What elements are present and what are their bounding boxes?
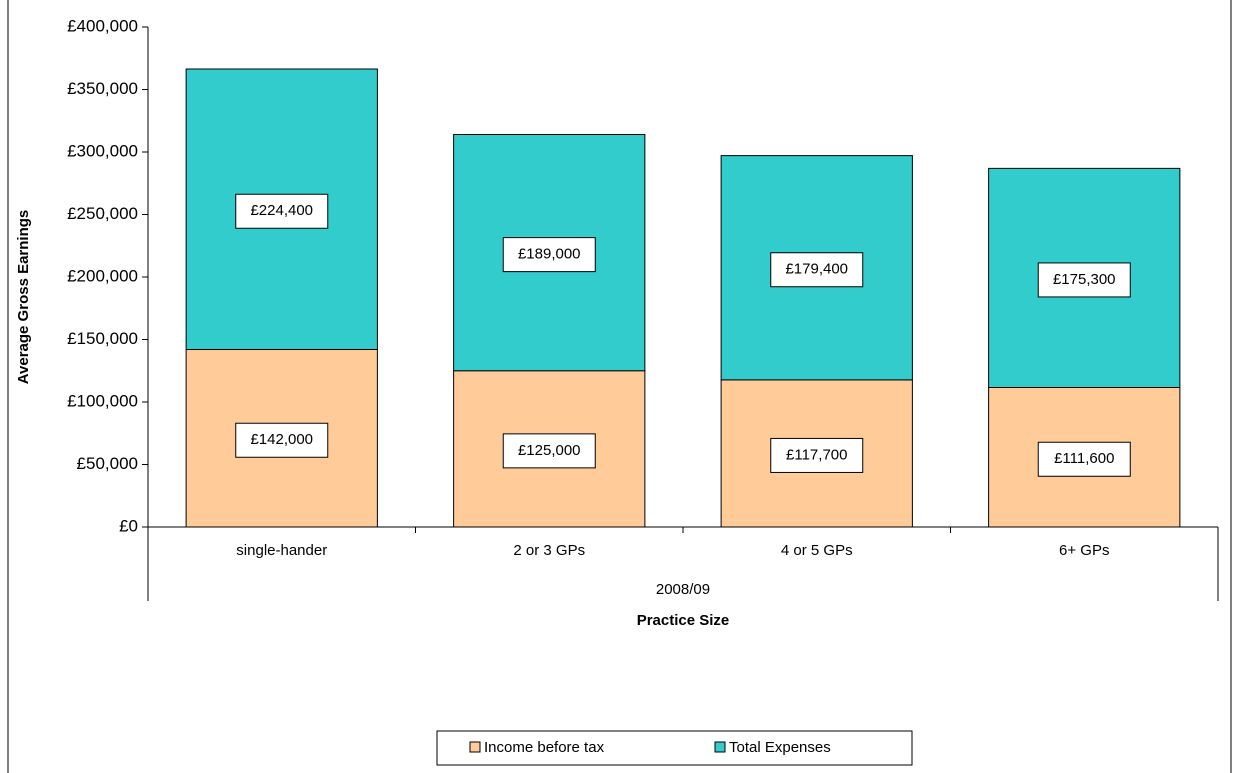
x-axis-title: Practice Size (637, 612, 730, 629)
value-label: £125,000 (518, 442, 581, 459)
value-label-box (770, 437, 864, 473)
value-label: £189,000 (518, 246, 581, 263)
y-tick-label: £100,000 (67, 391, 138, 410)
x-tick-label: 4 or 5 GPs (781, 542, 853, 559)
x-tick-label: 2 or 3 GPs (513, 542, 585, 559)
value-label: £142,000 (250, 431, 313, 448)
legend-label: Total Expenses (729, 739, 831, 756)
y-tick-label: £300,000 (67, 141, 138, 160)
value-label-box (502, 433, 596, 469)
value-label: £224,400 (250, 202, 313, 219)
legend-swatch (469, 741, 481, 753)
y-tick-label: £150,000 (67, 329, 138, 348)
value-label-box (502, 237, 596, 273)
value-label-box (235, 422, 329, 458)
value-label: £117,700 (786, 446, 847, 463)
y-tick-label: £200,000 (67, 266, 138, 285)
y-tick-label: £350,000 (67, 79, 138, 98)
legend-box (436, 730, 913, 766)
category-group-label: 2008/09 (656, 581, 710, 598)
value-label: £175,300 (1053, 271, 1116, 288)
y-tick-label: £50,000 (77, 454, 138, 473)
x-tick-label: 6+ GPs (1059, 542, 1109, 559)
value-label-box (235, 193, 329, 229)
value-label: £179,400 (785, 261, 848, 278)
y-tick-label: £0 (119, 516, 138, 535)
value-label-box (770, 252, 864, 288)
value-label: £111,600 (1054, 450, 1114, 467)
legend-swatch (714, 741, 726, 753)
value-label-box (1037, 441, 1131, 477)
value-label-box (1037, 262, 1131, 298)
y-tick-label: £400,000 (67, 16, 138, 35)
y-tick-label: £250,000 (67, 204, 138, 223)
x-tick-label: single-hander (236, 542, 327, 559)
legend-label: Income before tax (484, 739, 605, 756)
y-axis-title: Average Gross Earnings (15, 210, 32, 385)
